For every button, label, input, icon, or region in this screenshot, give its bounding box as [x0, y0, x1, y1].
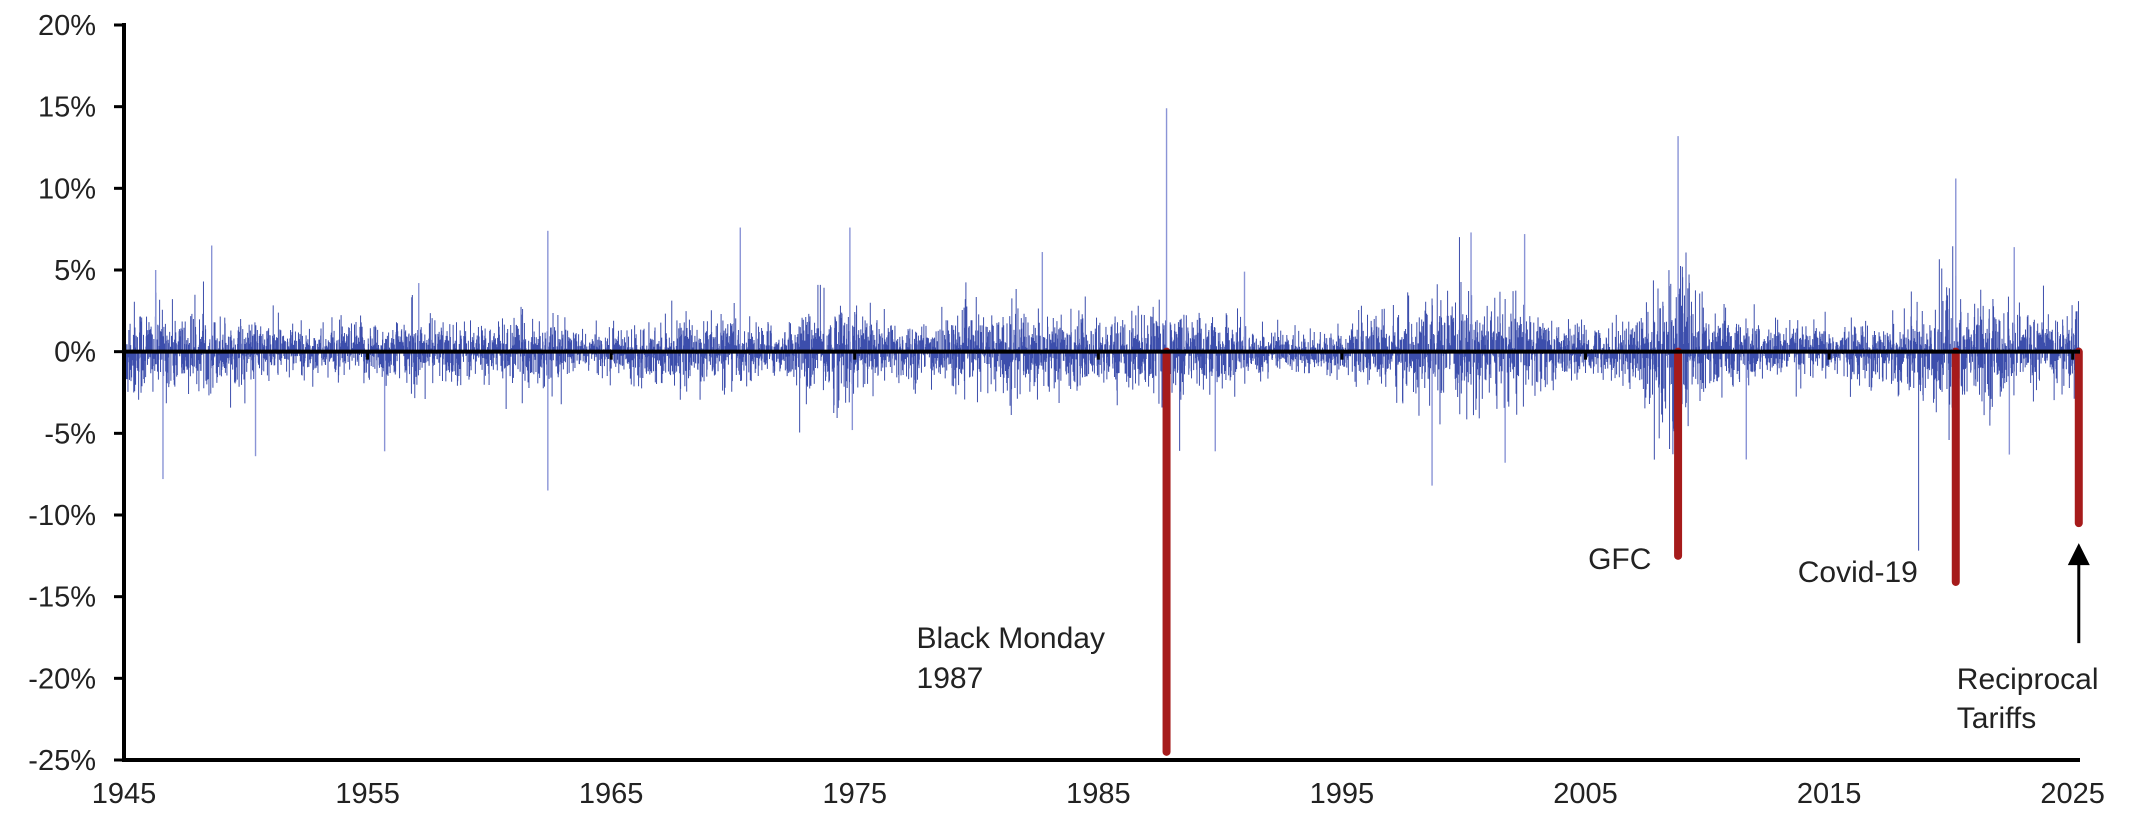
axes: 20% 15% 10% 5% 0% -5% -10% -15% -20% -25%1945 1955…: [28, 10, 2105, 810]
y-tick-label-5: -5%: [44, 418, 96, 450]
annotation-reciprocal-tariffs-line2: Tariffs: [1957, 702, 2036, 735]
y-tick-label-2: 10%: [38, 173, 96, 205]
x-tick-label-3: 1975: [823, 778, 888, 810]
x-tick-label-5: 1995: [1310, 778, 1375, 810]
y-tick-label-8: -20%: [28, 663, 96, 695]
daily-returns-series: [123, 108, 2081, 551]
annotation-reciprocal-tariffs-line1: Reciprocal: [1957, 663, 2099, 696]
x-tick-label-8: 2025: [2040, 778, 2105, 810]
y-tick-label-0: 20%: [38, 10, 96, 42]
y-tick-label-1: 15%: [38, 92, 96, 124]
y-tick-label-6: -10%: [28, 500, 96, 532]
x-tick-label-4: 1985: [1066, 778, 1131, 810]
annotation-black-monday-1987-line1: Black Monday: [917, 622, 1105, 655]
x-tick-label-0: 1945: [92, 778, 157, 810]
annotation-gfc-line1: GFC: [1588, 543, 1651, 576]
y-tick-label-7: -15%: [28, 582, 96, 614]
annotation-covid-19-line1: Covid-19: [1798, 556, 1918, 589]
x-tick-label-2: 1965: [579, 778, 644, 810]
y-tick-label-9: -25%: [28, 745, 96, 777]
highlighted-declines: [1162, 347, 2083, 756]
y-tick-label-4: 0%: [54, 337, 96, 369]
y-tick-label-3: 5%: [54, 255, 96, 287]
annotation-arrow-head: [2067, 543, 2090, 566]
annotations: Black Monday 1987 GFC Covid-19 Reciprocal Tar…: [917, 543, 2099, 735]
daily-returns-bars: [123, 237, 2081, 551]
x-tick-label-1: 1955: [335, 778, 400, 810]
x-tick-label-7: 2015: [1797, 778, 1862, 810]
x-tick-label-6: 2005: [1553, 778, 1618, 810]
annotation-black-monday-1987-line2: 1987: [917, 662, 984, 695]
